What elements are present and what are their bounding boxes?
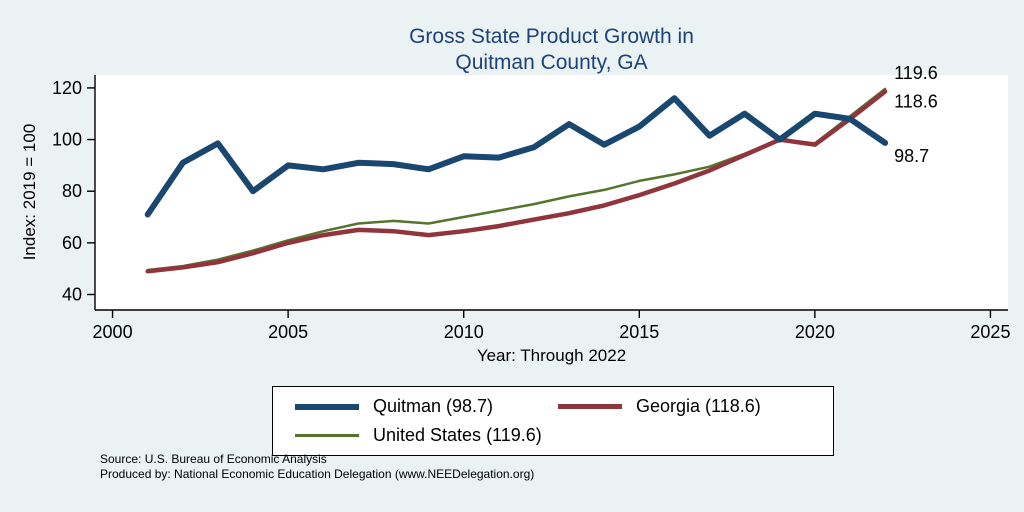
x-tick-label: 2015 [619,322,659,342]
x-tick-label: 2010 [444,322,484,342]
series-line-georgia [145,89,888,274]
x-axis-title: Year: Through 2022 [476,346,627,365]
y-tick-label: 100 [52,130,82,150]
y-axis-title: Index: 2019 = 100 [20,123,39,261]
chart-title: Gross State Product Growth in Quitman Co… [95,24,1008,76]
x-tick-label: 2000 [93,322,133,342]
y-tick-label: 120 [52,78,82,98]
footer-notes: Source: U.S. Bureau of Economic Analysis… [100,452,534,482]
legend-item-united-states: United States (119.6) [295,425,548,446]
legend-label-united-states: United States (119.6) [373,425,542,445]
united-states-line-swatch [295,434,359,437]
x-tick-label: 2005 [268,322,308,342]
source-note: Source: U.S. Bureau of Economic Analysis [100,452,327,466]
end-label-georgia: 118.6 [894,92,938,112]
legend-label-quitman: Quitman (98.7) [373,396,494,416]
y-tick-label: 80 [62,181,82,201]
x-tick-label: 2020 [795,322,835,342]
georgia-line-swatch [558,404,622,409]
quitman-line-swatch [295,403,359,410]
chart-title-line2: Quitman County, GA [455,51,648,74]
x-tick-label: 2025 [970,322,1010,342]
end-label-quitman: 98.7 [894,146,929,166]
end-label-united-states: 119.6 [894,63,938,83]
produced-by-note: Produced by: National Economic Education… [100,467,535,481]
y-tick-label: 60 [62,233,82,253]
plot-area [95,75,1008,310]
series-line-quitman [144,95,889,218]
legend-label-georgia: Georgia (118.6) [636,396,761,416]
chart-title-line1: Gross State Product Growth in [409,25,694,48]
legend-box: Quitman (98.7) Georgia (118.6) United St… [272,386,834,456]
legend-item-georgia: Georgia (118.6) [558,396,811,417]
legend-item-quitman: Quitman (98.7) [295,396,548,417]
y-tick-label: 40 [62,285,82,305]
